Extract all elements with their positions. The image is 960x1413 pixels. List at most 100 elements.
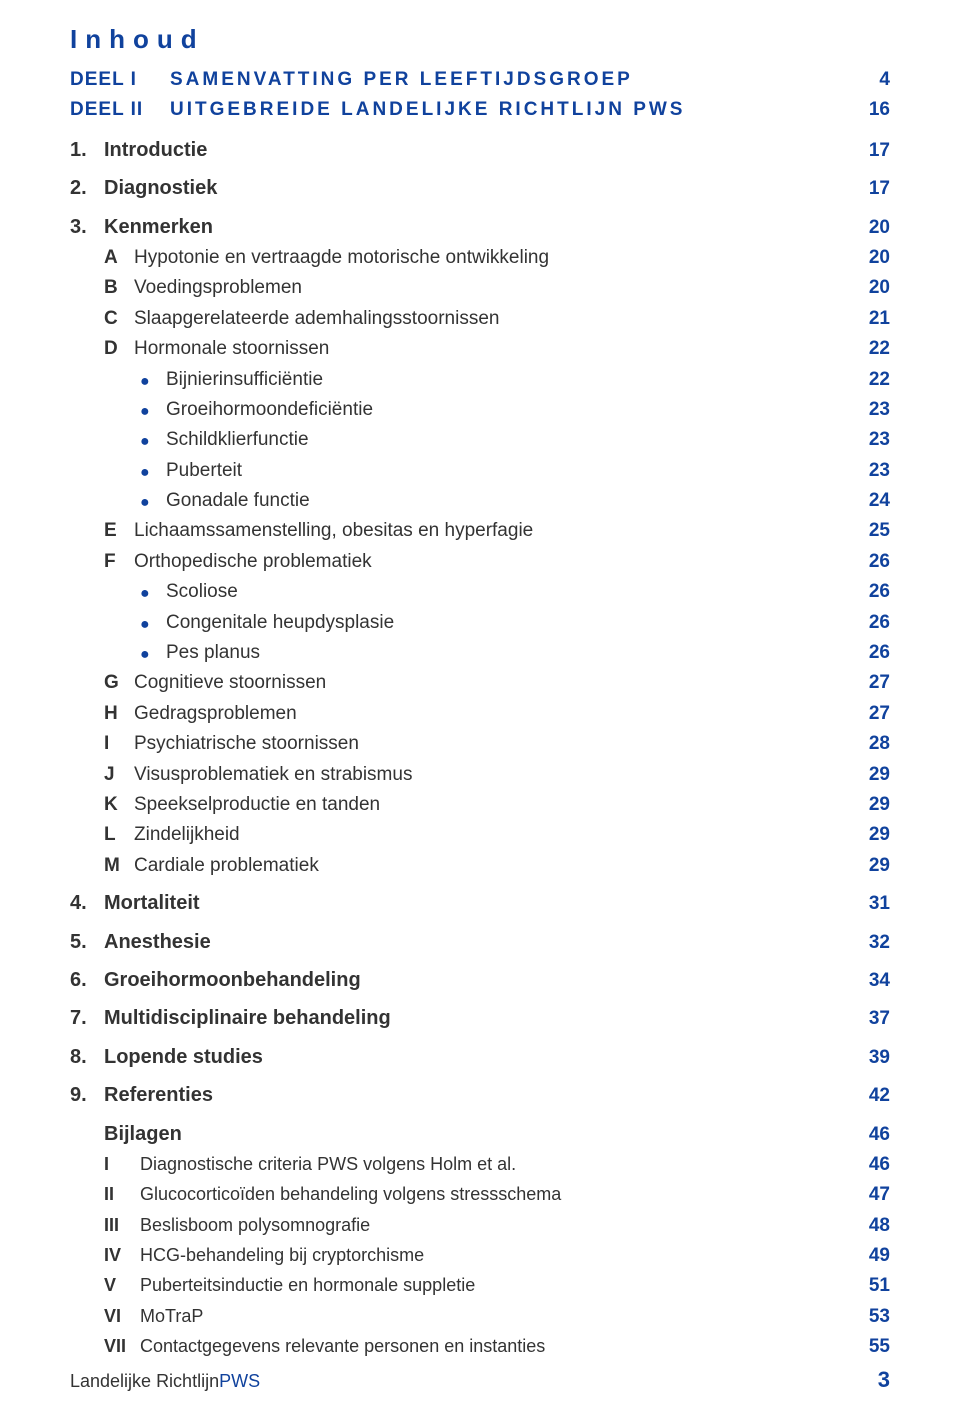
sub-title: Psychiatrische stoornissen [134, 729, 359, 759]
appendix-title: Puberteitsinductie en hormonale suppleti… [140, 1271, 475, 1300]
appendix-row[interactable]: VIMoTraP53 [70, 1302, 890, 1332]
footer-page-number: 3 [878, 1367, 890, 1393]
sub-row[interactable]: JVisusproblematiek en strabismus29 [70, 760, 890, 790]
section-row[interactable]: 7.Multidisciplinaire behandeling37 [70, 1002, 890, 1034]
section-row[interactable]: 8.Lopende studies39 [70, 1041, 890, 1073]
sub-row[interactable]: AHypotonie en vertraagde motorische ontw… [70, 243, 890, 273]
sub-row[interactable]: CSlaapgerelateerde ademhalingsstoornisse… [70, 304, 890, 334]
sub-title: Hypotonie en vertraagde motorische ontwi… [134, 243, 549, 273]
page-number: 28 [850, 729, 890, 759]
sub-row[interactable]: ELichaamssamenstelling, obesitas en hype… [70, 516, 890, 546]
appendix-number: VII [104, 1332, 140, 1361]
sub-letter: C [104, 304, 134, 334]
appendix-row[interactable]: IVHCG-behandeling bij cryptorchisme49 [70, 1241, 890, 1271]
page-number: 37 [850, 1004, 890, 1034]
appendix-number: IV [104, 1241, 140, 1270]
section-row[interactable]: 6.Groeihormoonbehandeling34 [70, 964, 890, 996]
section-row[interactable]: 5.Anesthesie32 [70, 926, 890, 958]
page-number: 25 [850, 516, 890, 546]
section-number: 6. [70, 964, 104, 996]
page-number: 26 [850, 547, 890, 577]
bullet-row[interactable]: ●Congenitale heupdysplasie26 [70, 608, 890, 638]
appendix-row[interactable]: IIIBeslisboom polysomnografie48 [70, 1211, 890, 1241]
bullet-row[interactable]: ●Groeihormoondeficiëntie23 [70, 395, 890, 425]
sub-row[interactable]: FOrthopedische problematiek26 [70, 547, 890, 577]
page-number: 46 [850, 1150, 890, 1180]
section-number: 1. [70, 134, 104, 166]
sub-row[interactable]: GCognitieve stoornissen27 [70, 668, 890, 698]
section-title: Lopende studies [104, 1041, 263, 1073]
page-number: 17 [850, 136, 890, 166]
section-number: 2. [70, 172, 104, 204]
bullet-title: Gonadale functie [166, 486, 310, 516]
appendix-block: Bijlagen46IDiagnostische criteria PWS vo… [70, 1118, 890, 1363]
sub-letter: J [104, 760, 134, 790]
page-title: Inhoud [70, 24, 890, 55]
section-row[interactable]: 2.Diagnostiek17 [70, 172, 890, 204]
part-label: DEEL I [70, 65, 170, 95]
appendix-number: VI [104, 1302, 140, 1331]
bullet-title: Schildklierfunctie [166, 425, 309, 455]
bullet-title: Puberteit [166, 456, 242, 486]
sub-letter: B [104, 273, 134, 303]
appendix-number: V [104, 1271, 140, 1300]
bullet-title: Pes planus [166, 638, 260, 668]
sub-letter: G [104, 668, 134, 698]
sub-title: Speekselproductie en tanden [134, 790, 380, 820]
bullet-row[interactable]: ●Scoliose26 [70, 577, 890, 607]
page-number: 26 [850, 577, 890, 607]
appendix-row[interactable]: IDiagnostische criteria PWS volgens Holm… [70, 1150, 890, 1180]
section-row[interactable]: 1.Introductie 17 [70, 134, 890, 166]
bullet-row[interactable]: ●Bijnierinsufficiëntie22 [70, 365, 890, 395]
sub-letter: I [104, 729, 134, 759]
section-number: 9. [70, 1079, 104, 1111]
part-title: SAMENVATTING PER LEEFTIJDSGROEP [170, 65, 633, 95]
appendix-row[interactable]: IIGlucocorticoïden behandeling volgens s… [70, 1180, 890, 1210]
page-number: 29 [850, 760, 890, 790]
bullet-row[interactable]: ●Puberteit23 [70, 456, 890, 486]
sub-row[interactable]: IPsychiatrische stoornissen 28 [70, 729, 890, 759]
page-number: 22 [850, 365, 890, 395]
section-title: Introductie [104, 134, 207, 166]
appendix-row[interactable]: VIIContactgegevens relevante personen en… [70, 1332, 890, 1362]
section-row[interactable]: 3.Kenmerken20 [70, 211, 890, 243]
section-row[interactable]: 9.Referenties42 [70, 1079, 890, 1111]
page-number: 29 [850, 790, 890, 820]
parts-list: DEEL ISAMENVATTING PER LEEFTIJDSGROEP4DE… [70, 65, 890, 126]
appendix-heading-row[interactable]: Bijlagen46 [70, 1118, 890, 1150]
bullet-title: Groeihormoondeficiëntie [166, 395, 373, 425]
page-number: 51 [850, 1271, 890, 1301]
sub-title: Cardiale problematiek [134, 851, 319, 881]
page-number: 16 [850, 95, 890, 125]
bullet-row[interactable]: ●Pes planus26 [70, 638, 890, 668]
sub-row[interactable]: LZindelijkheid29 [70, 820, 890, 850]
page-number: 39 [850, 1043, 890, 1073]
bullet-icon: ● [140, 617, 166, 633]
sub-title: Voedingsproblemen [134, 273, 302, 303]
sub-title: Lichaamssamenstelling, obesitas en hyper… [134, 516, 533, 546]
sub-row[interactable]: KSpeekselproductie en tanden29 [70, 790, 890, 820]
appendix-number: III [104, 1211, 140, 1240]
appendix-row[interactable]: VPuberteitsinductie en hormonale supplet… [70, 1271, 890, 1301]
part-row[interactable]: DEEL IIUITGEBREIDE LANDELIJKE RICHTLIJN … [70, 95, 890, 125]
footer-text: Landelijke Richtlijn [70, 1371, 219, 1392]
sub-letter: M [104, 851, 134, 881]
sub-title: Zindelijkheid [134, 820, 240, 850]
bullet-icon: ● [140, 434, 166, 450]
footer-accent: PWS [219, 1371, 260, 1392]
section-row[interactable]: 4.Mortaliteit31 [70, 887, 890, 919]
page-number: 27 [850, 668, 890, 698]
sub-row[interactable]: DHormonale stoornissen22 [70, 334, 890, 364]
page-number: 17 [850, 174, 890, 204]
sub-row[interactable]: BVoedingsproblemen20 [70, 273, 890, 303]
bullet-row[interactable]: ●Schildklierfunctie 23 [70, 425, 890, 455]
bullet-icon: ● [140, 586, 166, 602]
bullet-row[interactable]: ●Gonadale functie24 [70, 486, 890, 516]
page-number: 23 [850, 425, 890, 455]
sub-row[interactable]: MCardiale problematiek29 [70, 851, 890, 881]
section-title: Anesthesie [104, 926, 211, 958]
sub-letter: D [104, 334, 134, 364]
sub-row[interactable]: HGedragsproblemen27 [70, 699, 890, 729]
sub-letter: A [104, 243, 134, 273]
part-row[interactable]: DEEL ISAMENVATTING PER LEEFTIJDSGROEP4 [70, 65, 890, 95]
